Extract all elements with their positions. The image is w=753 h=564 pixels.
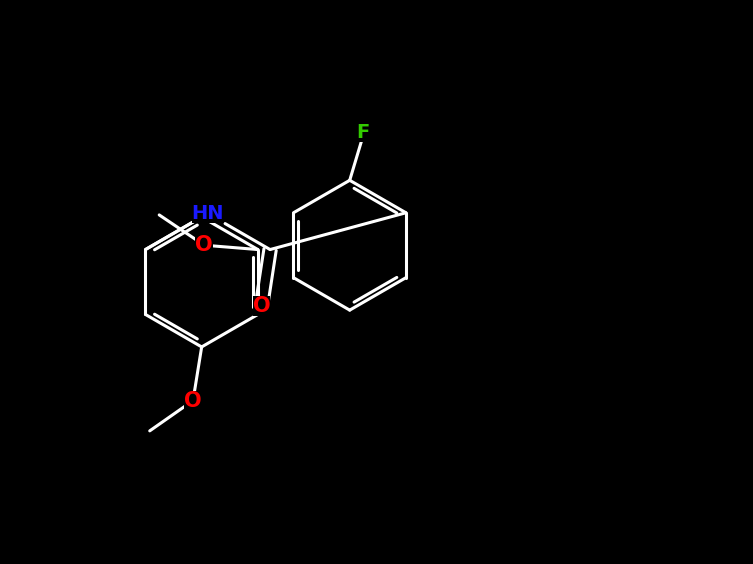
Text: O: O	[184, 391, 202, 411]
Text: HN: HN	[191, 204, 224, 223]
Text: O: O	[196, 235, 213, 255]
Text: F: F	[356, 123, 369, 142]
Text: O: O	[252, 296, 270, 316]
